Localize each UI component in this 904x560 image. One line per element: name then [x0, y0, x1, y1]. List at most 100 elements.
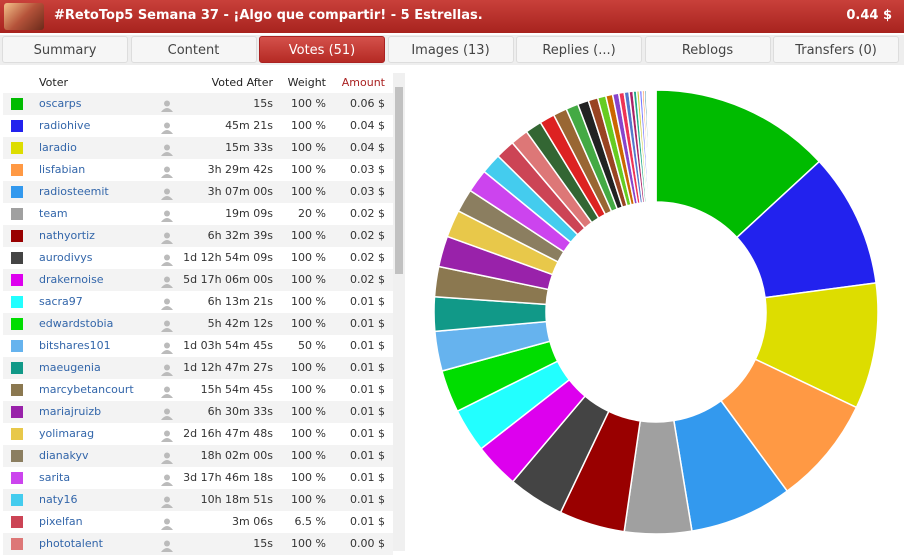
voter-link[interactable]: bitshares101	[39, 339, 111, 352]
weight: 100 %	[291, 361, 326, 374]
color-swatch	[11, 208, 23, 220]
weight: 100 %	[291, 383, 326, 396]
tab[interactable]: Transfers (0)	[773, 36, 899, 63]
weight: 50 %	[298, 339, 326, 352]
voter-link[interactable]: mariajruizb	[39, 405, 102, 418]
voted-after: 3h 07m 00s	[207, 185, 273, 198]
vote-row: radiosteemit 3h 07m 00s 100 % 0.03 $	[3, 181, 393, 203]
tab[interactable]: Content	[130, 36, 257, 63]
amount: 0.03 $	[350, 163, 385, 176]
user-icon	[161, 230, 173, 244]
voted-after: 5h 42m 12s	[207, 317, 273, 330]
color-swatch	[11, 428, 23, 440]
amount: 0.03 $	[350, 185, 385, 198]
amount: 0.01 $	[350, 383, 385, 396]
voted-after: 2d 16h 47m 48s	[183, 427, 273, 440]
amount: 0.01 $	[350, 427, 385, 440]
color-swatch	[11, 142, 23, 154]
header-row: Voter Voted After Weight Amount	[3, 73, 393, 93]
color-swatch	[11, 516, 23, 528]
voted-after: 10h 18m 51s	[200, 493, 273, 506]
color-swatch	[11, 494, 23, 506]
weight: 100 %	[291, 317, 326, 330]
vote-row: marcybetancourt 15h 54m 45s 100 % 0.01 $	[3, 379, 393, 401]
voter-link[interactable]: yolimarag	[39, 427, 95, 440]
amount: 0.01 $	[350, 449, 385, 462]
weight: 100 %	[291, 493, 326, 506]
voted-after: 1d 12h 47m 27s	[183, 361, 273, 374]
user-icon	[161, 384, 173, 398]
user-icon	[161, 164, 173, 178]
voted-after: 6h 32m 39s	[207, 229, 273, 242]
color-swatch	[11, 98, 23, 110]
weight: 100 %	[291, 185, 326, 198]
voter-link[interactable]: phototalent	[39, 537, 103, 550]
vote-row: sacra97 6h 13m 21s 100 % 0.01 $	[3, 291, 393, 313]
voter-link[interactable]: marcybetancourt	[39, 383, 134, 396]
voter-link[interactable]: oscarps	[39, 97, 82, 110]
vote-row: phototalent 15s 100 % 0.00 $	[3, 533, 393, 555]
amount: 0.04 $	[350, 141, 385, 154]
user-icon	[161, 142, 173, 156]
user-icon	[161, 362, 173, 376]
color-swatch	[11, 164, 23, 176]
weight: 100 %	[291, 449, 326, 462]
voter-link[interactable]: laradio	[39, 141, 77, 154]
voter-link[interactable]: drakernoise	[39, 273, 104, 286]
voted-after: 3m 06s	[232, 515, 273, 528]
tab[interactable]: Reblogs	[644, 36, 771, 63]
weight: 100 %	[291, 97, 326, 110]
color-swatch	[11, 186, 23, 198]
header: #RetoTop5 Semana 37 - ¡Algo que comparti…	[0, 0, 904, 33]
voter-link[interactable]: team	[39, 207, 68, 220]
weight: 6.5 %	[294, 515, 326, 528]
voter-link[interactable]: radiohive	[39, 119, 91, 132]
voter-link[interactable]: pixelfan	[39, 515, 83, 528]
voted-after: 15h 54m 45s	[200, 383, 273, 396]
voted-after: 3d 17h 46m 18s	[183, 471, 273, 484]
voter-link[interactable]: nathyortiz	[39, 229, 95, 242]
vote-row: bitshares101 1d 03h 54m 45s 50 % 0.01 $	[3, 335, 393, 357]
user-icon	[161, 274, 173, 288]
color-swatch	[11, 274, 23, 286]
user-icon	[161, 252, 173, 266]
voter-link[interactable]: aurodivys	[39, 251, 93, 264]
voter-link[interactable]: edwardstobia	[39, 317, 114, 330]
color-swatch	[11, 296, 23, 308]
donut-segment[interactable]	[654, 89, 657, 203]
scrollbar[interactable]	[393, 73, 405, 551]
user-icon	[161, 318, 173, 332]
amount: 0.02 $	[350, 207, 385, 220]
voter-link[interactable]: sarita	[39, 471, 71, 484]
amount: 0.01 $	[350, 471, 385, 484]
tab[interactable]: Summary	[2, 36, 128, 63]
vote-row: aurodivys 1d 12h 54m 09s 100 % 0.02 $	[3, 247, 393, 269]
weight: 100 %	[291, 141, 326, 154]
voter-link[interactable]: sacra97	[39, 295, 83, 308]
color-swatch	[11, 252, 23, 264]
color-swatch	[11, 230, 23, 242]
voter-link[interactable]: maeugenia	[39, 361, 101, 374]
tab[interactable]: Images (13)	[387, 36, 514, 63]
color-swatch	[11, 538, 23, 550]
tab[interactable]: Votes (51)	[259, 36, 385, 63]
scroll-thumb[interactable]	[395, 87, 403, 274]
color-swatch	[11, 384, 23, 396]
user-icon	[161, 494, 173, 508]
amount: 0.01 $	[350, 493, 385, 506]
amount: 0.01 $	[350, 339, 385, 352]
voter-link[interactable]: dianakyv	[39, 449, 89, 462]
tab-bar: Summary Content Votes (51) Images (13) Repli…	[0, 35, 904, 65]
voter-link[interactable]: naty16	[39, 493, 78, 506]
voter-link[interactable]: radiosteemit	[39, 185, 109, 198]
donut-chart	[433, 89, 879, 535]
vote-row: yolimarag 2d 16h 47m 48s 100 % 0.01 $	[3, 423, 393, 445]
color-swatch	[11, 120, 23, 132]
vote-table: Voter Voted After Weight Amount oscarps 15s 10…	[3, 73, 393, 555]
weight: 100 %	[291, 405, 326, 418]
user-icon	[161, 186, 173, 200]
voter-link[interactable]: lisfabian	[39, 163, 86, 176]
tab[interactable]: Replies (...)	[516, 36, 642, 63]
user-icon	[161, 472, 173, 486]
amount: 0.01 $	[350, 295, 385, 308]
